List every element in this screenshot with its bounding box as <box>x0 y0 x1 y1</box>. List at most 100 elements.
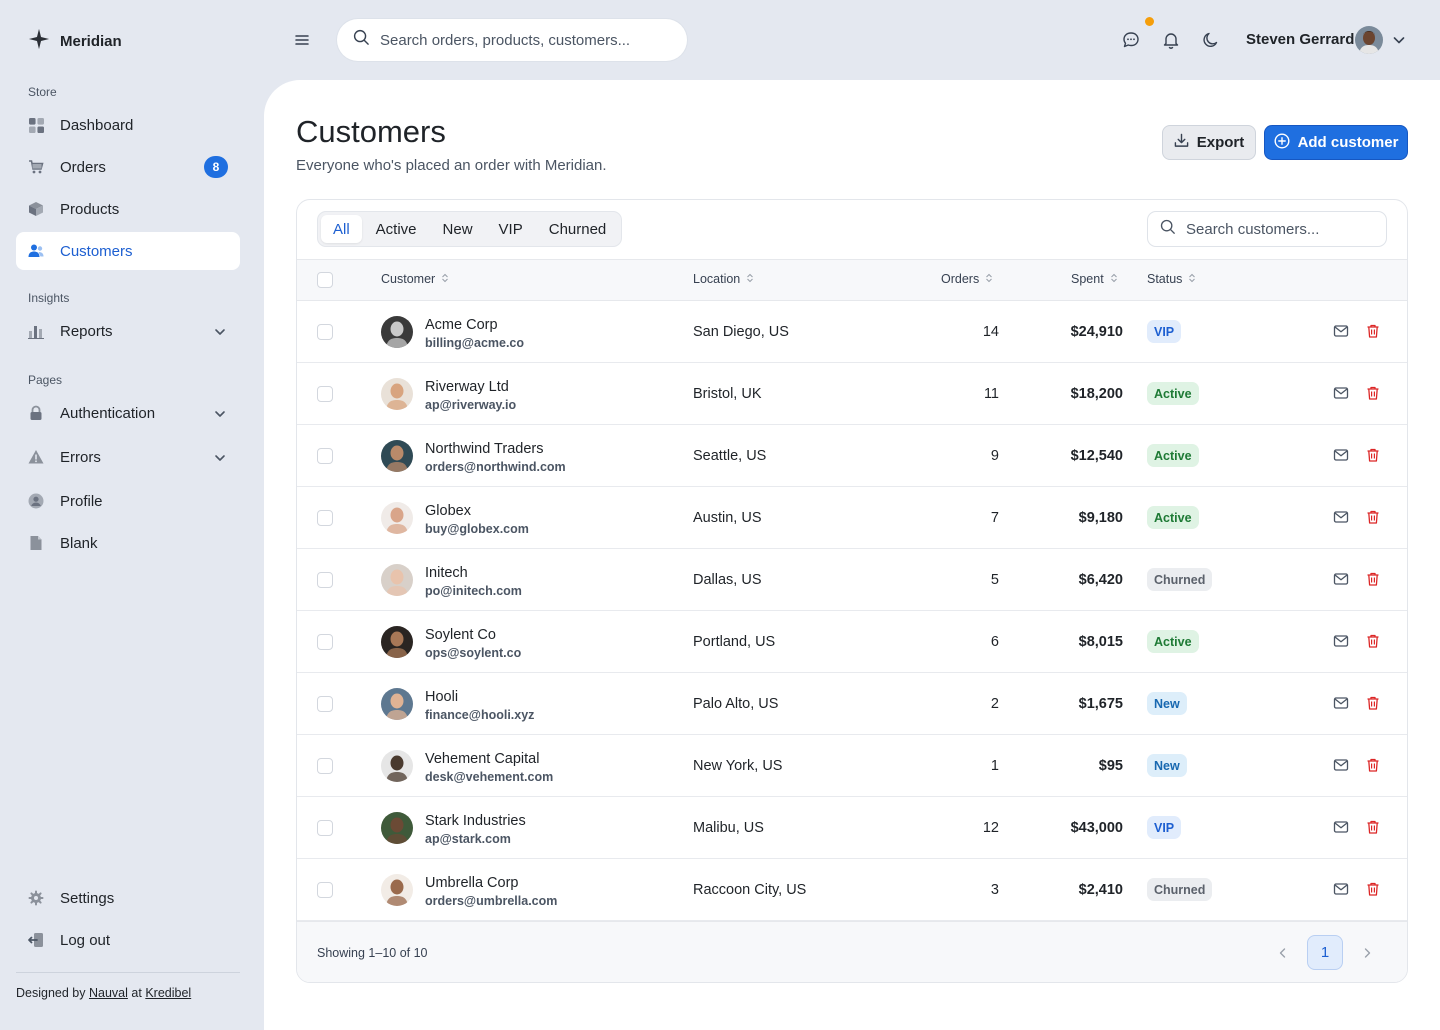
chevron-right-icon[interactable] <box>1361 946 1373 964</box>
customer-spent: $12,540 <box>1070 448 1123 464</box>
sort-icon <box>985 272 993 286</box>
trash-icon[interactable] <box>1365 819 1381 835</box>
sidebar-item-profile[interactable]: Profile <box>16 482 240 520</box>
mail-icon[interactable] <box>1333 571 1349 587</box>
user-avatar[interactable] <box>1355 26 1383 54</box>
table-row[interactable]: Hooli finance@hooli.xyz Palo Alto, US 2 $1,6… <box>297 673 1407 735</box>
sidebar-item-products[interactable]: Products <box>16 190 240 228</box>
customer-name[interactable]: Stark Industries <box>425 813 526 829</box>
sidebar-item-orders[interactable]: Orders 8 <box>16 148 240 186</box>
table-row[interactable]: Stark Industries ap@stark.com Malibu, US 12… <box>297 797 1407 859</box>
page-button[interactable]: 1 <box>1307 935 1343 970</box>
trash-icon[interactable] <box>1365 695 1381 711</box>
row-checkbox[interactable] <box>317 696 333 712</box>
trash-icon[interactable] <box>1365 323 1381 339</box>
trash-icon[interactable] <box>1365 447 1381 463</box>
trash-icon[interactable] <box>1365 385 1381 401</box>
table-row[interactable]: Northwind Traders orders@northwind.com Sea… <box>297 425 1407 487</box>
sidebar-item-dashboard[interactable]: Dashboard <box>16 106 240 144</box>
customer-name[interactable]: Globex <box>425 503 471 519</box>
table-row[interactable]: Riverway Ltd ap@riverway.io Bristol, UK 11 $… <box>297 363 1407 425</box>
column-header-customer[interactable]: Customer <box>381 272 449 286</box>
mail-icon[interactable] <box>1333 633 1349 649</box>
table-row[interactable]: Initech po@initech.com Dallas, US 5 $6,420 Ch… <box>297 549 1407 611</box>
customer-name[interactable]: Hooli <box>425 689 459 705</box>
row-checkbox[interactable] <box>317 634 333 650</box>
customer-email: orders@northwind.com <box>425 460 566 474</box>
chevron-down-icon[interactable] <box>1392 33 1406 52</box>
select-all-checkbox[interactable] <box>317 272 333 288</box>
menu-icon[interactable] <box>292 30 312 50</box>
tab-vip[interactable]: VIP <box>498 220 523 238</box>
tab-all[interactable]: All <box>321 215 362 243</box>
customer-search-input[interactable] <box>1186 220 1376 238</box>
sidebar-item-logout[interactable]: Log out <box>16 921 240 959</box>
customer-name[interactable]: Vehement Capital <box>425 751 540 767</box>
mail-icon[interactable] <box>1333 819 1349 835</box>
table-row[interactable]: Umbrella Corp orders@umbrella.com Raccoon … <box>297 859 1407 921</box>
customer-name[interactable]: Soylent Co <box>425 627 496 643</box>
user-name[interactable]: Steven Gerrard <box>1246 31 1355 48</box>
mail-icon[interactable] <box>1333 757 1349 773</box>
column-header-orders[interactable]: Orders <box>941 272 993 286</box>
customer-name[interactable]: Northwind Traders <box>425 441 544 457</box>
chevron-left-icon[interactable] <box>1277 946 1289 964</box>
trash-icon[interactable] <box>1365 571 1381 587</box>
credit-author-link[interactable]: Nauval <box>88 986 128 1000</box>
lock-icon <box>28 405 44 421</box>
customer-name[interactable]: Riverway Ltd <box>425 379 509 395</box>
mail-icon[interactable] <box>1333 323 1349 339</box>
row-checkbox[interactable] <box>317 820 333 836</box>
mail-icon[interactable] <box>1333 695 1349 711</box>
customer-name[interactable]: Umbrella Corp <box>425 875 519 891</box>
global-search-input[interactable] <box>380 31 670 49</box>
row-checkbox[interactable] <box>317 386 333 402</box>
column-header-status[interactable]: Status <box>1147 272 1196 286</box>
moon-icon[interactable] <box>1201 30 1221 50</box>
table-row[interactable]: Globex buy@globex.com Austin, US 7 $9,180 Act… <box>297 487 1407 549</box>
mail-icon[interactable] <box>1333 447 1349 463</box>
table-row[interactable]: Acme Corp billing@acme.co San Diego, US 14 $… <box>297 301 1407 363</box>
column-header-location[interactable]: Location <box>693 272 754 286</box>
mail-icon[interactable] <box>1333 881 1349 897</box>
sidebar-item-settings[interactable]: Settings <box>16 879 240 917</box>
tab-churned[interactable]: Churned <box>548 220 607 238</box>
sidebar-item-reports[interactable]: Reports <box>16 312 240 350</box>
add-customer-button[interactable]: Add customer <box>1264 125 1408 160</box>
brand[interactable]: Meridian <box>28 28 122 55</box>
chat-icon[interactable] <box>1121 30 1141 50</box>
sidebar-item-authentication[interactable]: Authentication <box>16 394 240 432</box>
row-checkbox[interactable] <box>317 572 333 588</box>
tab-new[interactable]: New <box>442 220 473 238</box>
global-search[interactable] <box>337 19 687 61</box>
customer-name[interactable]: Acme Corp <box>425 317 498 333</box>
customer-name[interactable]: Initech <box>425 565 468 581</box>
sidebar-item-customers[interactable]: Customers <box>16 232 240 270</box>
row-checkbox[interactable] <box>317 882 333 898</box>
status-badge: Active <box>1147 630 1199 653</box>
trash-icon[interactable] <box>1365 757 1381 773</box>
bell-icon[interactable] <box>1161 30 1181 50</box>
row-checkbox[interactable] <box>317 448 333 464</box>
trash-icon[interactable] <box>1365 509 1381 525</box>
export-button[interactable]: Export <box>1162 125 1256 160</box>
table-row[interactable]: Soylent Co ops@soylent.co Portland, US 6 $8,… <box>297 611 1407 673</box>
sidebar-item-blank[interactable]: Blank <box>16 524 240 562</box>
mail-icon[interactable] <box>1333 385 1349 401</box>
trash-icon[interactable] <box>1365 881 1381 897</box>
customer-search[interactable] <box>1147 211 1387 247</box>
mail-icon[interactable] <box>1333 509 1349 525</box>
row-checkbox[interactable] <box>317 758 333 774</box>
notification-dot <box>1145 17 1154 26</box>
customer-location: Bristol, UK <box>693 386 762 402</box>
row-checkbox[interactable] <box>317 324 333 340</box>
customer-orders: 14 <box>982 324 999 340</box>
tab-active[interactable]: Active <box>375 220 417 238</box>
trash-icon[interactable] <box>1365 633 1381 649</box>
credit-company-link[interactable]: Kredibel <box>145 986 192 1000</box>
table-row[interactable]: Vehement Capital desk@vehement.com New Yor… <box>297 735 1407 797</box>
sidebar-item-errors[interactable]: Errors <box>16 438 240 476</box>
column-header-spent[interactable]: Spent <box>1071 272 1118 286</box>
row-checkbox[interactable] <box>317 510 333 526</box>
sidebar-item-label: Authentication <box>60 404 156 422</box>
